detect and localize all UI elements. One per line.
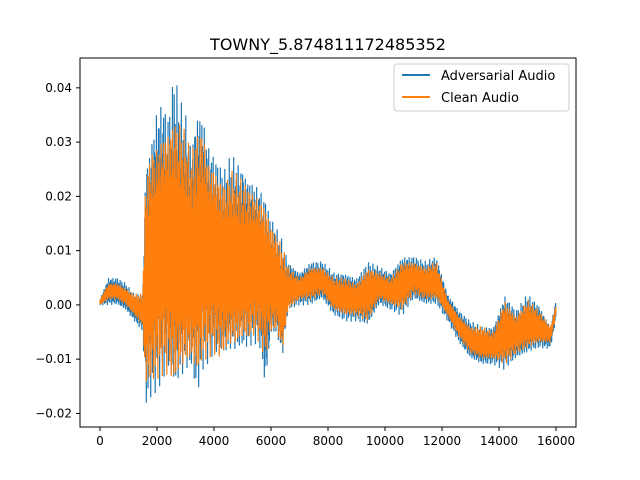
x-tick-label: 14000 <box>480 434 518 448</box>
y-tick-label: −0.02 <box>35 406 72 420</box>
x-tick-label: 12000 <box>423 434 461 448</box>
y-tick-label: 0.01 <box>45 244 72 258</box>
x-tick-label: 10000 <box>366 434 404 448</box>
series-line-clean <box>99 124 557 382</box>
x-tick-label: 4000 <box>199 434 230 448</box>
y-tick-label: 0.00 <box>45 298 72 312</box>
y-tick-label: −0.01 <box>35 352 72 366</box>
y-tick-label: 0.03 <box>45 135 72 149</box>
chart-title: TOWNY_5.874811172485352 <box>209 35 446 55</box>
legend-box <box>393 63 570 112</box>
x-tick-label: 16000 <box>537 434 575 448</box>
series-layer <box>99 85 557 403</box>
legend-label-clean: Clean Audio <box>441 91 519 106</box>
x-tick-label: 2000 <box>142 434 173 448</box>
x-tick-label: 8000 <box>313 434 344 448</box>
axes-layer: 0 2000 4000 6000 8000 10000 12000 14000 16000 −0.… <box>35 57 577 448</box>
x-tick-label: 0 <box>96 434 104 448</box>
y-tick-label: 0.04 <box>45 81 72 95</box>
x-tick-label: 6000 <box>256 434 287 448</box>
legend-label-adversarial: Adversarial Audio <box>441 69 555 84</box>
y-tick-label: 0.02 <box>45 189 72 203</box>
legend: Adversarial Audio Clean Audio <box>393 63 570 112</box>
